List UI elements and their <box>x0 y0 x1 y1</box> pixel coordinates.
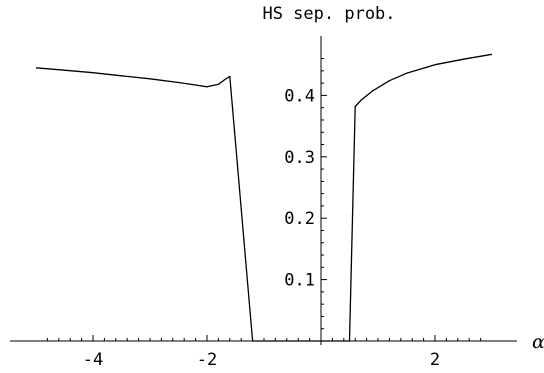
chart-title: HS sep. prob. <box>262 4 395 24</box>
y-tick-label-0: 0.1 <box>284 271 315 291</box>
x-tick-label-1: -2 <box>197 350 217 370</box>
y-tick-label-3: 0.4 <box>284 86 315 106</box>
x-tick-labels: -4 -2 2 <box>83 350 440 370</box>
x-axis-label: α <box>532 331 544 353</box>
minor-ticks <box>46 58 482 341</box>
series-line-0 <box>35 53 493 342</box>
major-ticks <box>92 94 436 341</box>
x-tick-label-0: -4 <box>83 350 103 370</box>
y-tick-label-1: 0.2 <box>284 209 315 229</box>
y-tick-labels: 0.1 0.2 0.3 0.4 <box>284 86 315 290</box>
y-tick-label-2: 0.3 <box>284 148 315 168</box>
x-tick-label-2: 2 <box>430 350 440 370</box>
